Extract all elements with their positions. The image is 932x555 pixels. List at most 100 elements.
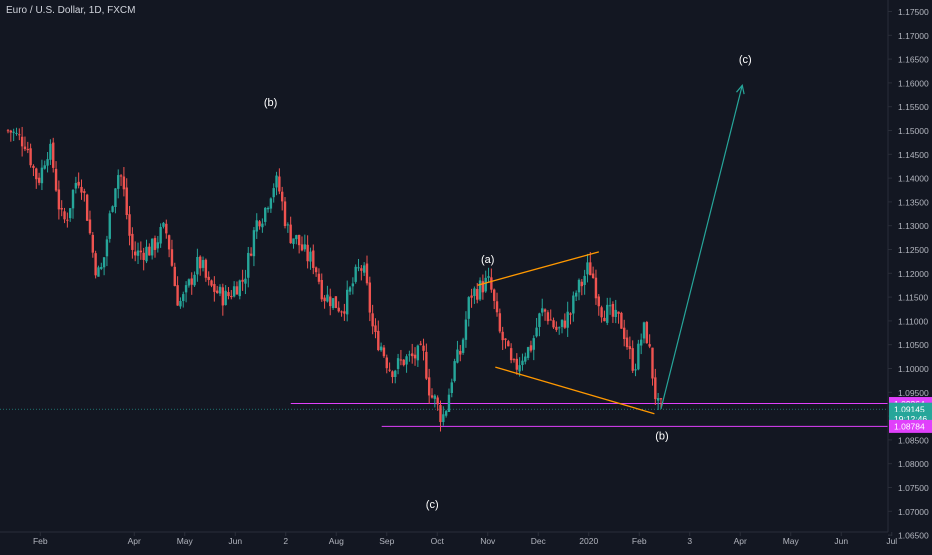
candle-body [543,309,547,312]
candle-body [57,189,61,210]
candle-body [184,285,188,293]
candle-body [317,273,321,282]
candle-body [306,244,309,262]
candle [560,319,564,334]
candle-body [436,397,439,405]
candle-body [283,201,287,227]
y-tick-label: 1.11000 [898,316,928,326]
candle [490,268,493,293]
candle [580,279,584,296]
candle-body [295,235,298,240]
candle-body [419,343,422,345]
candle [351,277,355,295]
trend-lines [477,251,655,415]
candle-body [15,132,18,134]
candle [258,220,261,230]
candle [26,141,29,154]
candle [362,262,366,276]
candle [444,409,448,418]
candle [238,279,241,300]
x-tick-label: Jun [228,536,242,546]
candle-body [139,250,143,253]
candle [297,234,301,254]
candle [368,276,372,322]
candle [396,353,400,375]
candle-body [538,313,541,327]
x-tick-label: 2020 [579,536,598,546]
candle-body [521,360,524,365]
candle-body [360,268,363,271]
candle-body [628,346,632,350]
candle [323,295,326,309]
candle [515,353,519,375]
candle [114,188,117,214]
candle-body [12,131,15,133]
candle [574,290,578,302]
candle [648,334,651,349]
candle [269,197,273,213]
candle [343,303,346,321]
candle-body [71,189,75,209]
candle-body [300,244,304,251]
candle [470,288,473,308]
candle-body [473,288,476,297]
candle [40,159,44,191]
candle [227,287,230,300]
projection-arrow-line[interactable] [660,85,743,410]
candle [374,318,377,339]
y-tick-label: 1.17500 [898,7,929,17]
candle-body [179,300,182,307]
candle-body [156,242,160,249]
trend-line[interactable] [477,251,600,286]
candle-body [459,351,462,355]
x-tick-label: Oct [431,536,445,546]
candle-body [176,285,179,306]
candle [15,127,18,136]
time-axis[interactable]: Feb Apr May Jun 2 Aug Sep Oct Nov Dec 2020 Feb 3 Apr M… [0,531,897,546]
candle [478,277,482,302]
candle-body [617,311,620,314]
candle-body [244,278,247,284]
candle [476,282,479,304]
candle [450,378,453,398]
candle [391,370,394,384]
candle-body [413,354,417,359]
candle [74,176,78,194]
x-tick-label: 3 [687,536,692,546]
x-tick-label: May [177,536,194,546]
candle-body [461,339,465,353]
candle [524,352,527,365]
candle [221,283,225,316]
candle-body [357,267,360,269]
candle-body [577,279,581,293]
candle [611,301,615,323]
candle-body [218,286,222,294]
candle-body [351,283,355,287]
trend-line[interactable] [495,366,655,415]
candle-body [215,290,219,293]
x-tick-label: Dec [531,536,547,546]
candle [20,126,24,157]
candle-body [572,295,575,314]
price-badge-label: 1.09145 [894,404,925,414]
candle-body [642,322,646,339]
candle [614,299,617,324]
candle [442,406,445,426]
candle [656,392,660,410]
candle-body [280,191,284,202]
candle [566,301,569,337]
candle [642,321,646,344]
candle [543,308,547,321]
candle [300,236,304,252]
candle-body [379,346,383,351]
candle [521,353,524,371]
candle-body [80,186,83,193]
candle [558,326,561,335]
candle-body [88,219,92,234]
candle [459,344,462,362]
candle-body [142,252,145,260]
candle [628,336,632,360]
candle-body [396,358,400,369]
